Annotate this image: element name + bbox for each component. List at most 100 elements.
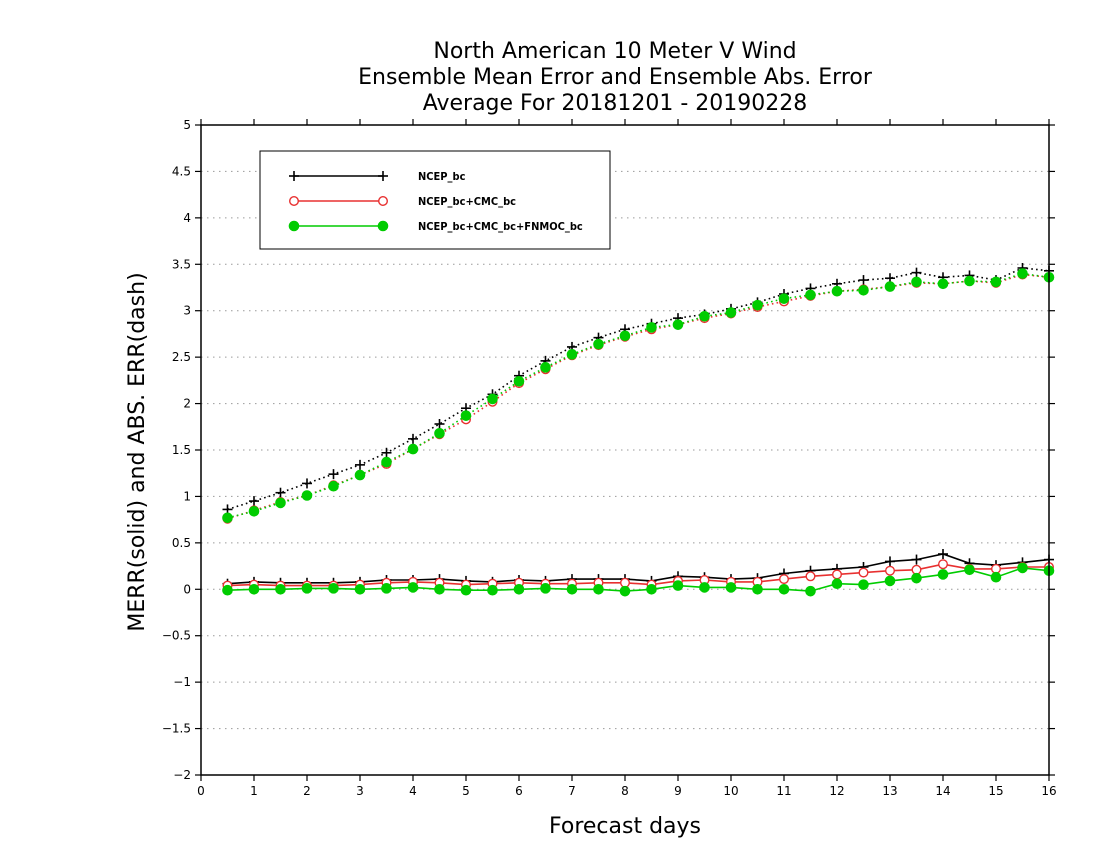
merr-point <box>831 578 843 590</box>
abs-err-point <box>248 505 260 517</box>
abs-err-point <box>354 469 366 481</box>
x-tick-label: 12 <box>829 784 844 798</box>
legend-label: NCEP_bc <box>418 170 466 183</box>
x-tick-label: 8 <box>621 784 629 798</box>
merr-point <box>911 564 922 575</box>
merr-point <box>725 582 737 593</box>
abs-err-point <box>355 459 365 470</box>
abs-err-point <box>646 322 657 333</box>
abs-err-point <box>937 278 949 290</box>
x-tick-label: 10 <box>723 784 738 798</box>
merr-point <box>434 583 445 595</box>
abs-err-point <box>990 276 1002 288</box>
merr-point <box>885 565 896 576</box>
abs-err-point <box>249 496 259 507</box>
x-tick-label: 15 <box>988 784 1003 798</box>
merr-point <box>778 583 790 595</box>
merr-point <box>938 559 949 570</box>
x-tick-label: 11 <box>776 784 791 798</box>
legend-marker <box>378 171 388 181</box>
merr-point <box>513 583 525 595</box>
merr-point <box>248 583 260 595</box>
merr-point <box>990 571 1002 583</box>
merr-point <box>911 554 922 565</box>
x-tick-label: 13 <box>882 784 897 798</box>
merr-point <box>540 583 551 594</box>
merr-point <box>566 583 578 595</box>
legend-marker <box>289 171 299 181</box>
merr-point <box>1017 562 1028 574</box>
y-tick-label: 1 <box>183 489 191 503</box>
merr-point <box>805 585 816 597</box>
merr-point <box>858 567 869 578</box>
abs-err-line <box>227 267 1050 511</box>
abs-err-point <box>831 285 843 297</box>
abs-err-point <box>884 281 896 292</box>
merr-point <box>487 584 498 596</box>
abs-err-point <box>566 349 578 360</box>
abs-err-point <box>408 433 418 444</box>
abs-err-point <box>328 469 339 480</box>
merr-point <box>301 583 313 594</box>
merr-point <box>222 584 233 596</box>
legend-box <box>259 150 611 250</box>
y-tick-label: −1 <box>173 675 191 689</box>
x-tick-label: 2 <box>303 784 311 798</box>
abs-err-point <box>434 427 445 439</box>
abs-err-point <box>858 284 869 296</box>
merr-point <box>593 583 604 595</box>
abs-err-point <box>302 478 312 489</box>
abs-err-point <box>964 275 975 287</box>
abs-err-point <box>275 497 286 509</box>
merr-point <box>407 582 419 593</box>
x-tick-label: 9 <box>674 784 682 798</box>
merr-point <box>858 579 869 590</box>
legend-item: NCEP_bc+CMC_bc <box>289 195 516 208</box>
legend-label: NCEP_bc+CMC_bc <box>418 195 516 208</box>
merr-point <box>672 580 684 591</box>
x-tick-label: 4 <box>409 784 417 798</box>
merr-point <box>938 549 948 559</box>
merr-point <box>619 585 631 597</box>
series-3 <box>222 268 1055 597</box>
legend-marker <box>288 220 300 232</box>
abs-err-point <box>911 267 922 278</box>
y-tick-label: 4.5 <box>172 164 191 178</box>
y-tick-label: 2.5 <box>172 350 191 364</box>
merr-point <box>884 575 896 587</box>
y-tick-label: 4 <box>183 211 191 225</box>
merr-point <box>885 556 895 567</box>
merr-point <box>328 583 339 594</box>
title-line: Average For 20181201 - 20190228 <box>423 91 808 116</box>
abs-err-point <box>513 375 525 387</box>
abs-err-point <box>593 338 604 350</box>
y-tick-label: 3.5 <box>172 257 191 271</box>
legend-marker <box>377 220 389 232</box>
x-axis-label: Forecast days <box>549 814 701 839</box>
abs-err-point <box>619 330 631 342</box>
x-tick-label: 3 <box>356 784 364 798</box>
merr-point <box>699 582 710 593</box>
title-line: Ensemble Mean Error and Ensemble Abs. Er… <box>358 65 873 90</box>
abs-err-point <box>222 512 233 524</box>
x-tick-label: 16 <box>1041 784 1056 798</box>
y-tick-label: 2 <box>183 397 191 411</box>
abs-err-point <box>752 299 763 311</box>
legend-marker <box>378 195 389 206</box>
merr-point <box>937 569 949 580</box>
y-tick-label: −2 <box>173 768 191 782</box>
abs-err-point <box>434 419 445 429</box>
y-tick-label: −1.5 <box>162 722 191 736</box>
merr-point <box>275 583 286 595</box>
merr-point <box>779 574 790 585</box>
abs-err-point <box>725 307 737 318</box>
legend-item: NCEP_bc+CMC_bc+FNMOC_bc <box>288 220 583 233</box>
merr-point <box>911 572 922 584</box>
x-tick-label: 0 <box>197 784 205 798</box>
abs-err-point <box>1017 268 1028 279</box>
y-tick-label: 5 <box>183 118 191 132</box>
legend: NCEP_bc NCEP_bc+CMC_bc NCEP_bc+CMC_bc+FNMO… <box>259 150 611 250</box>
